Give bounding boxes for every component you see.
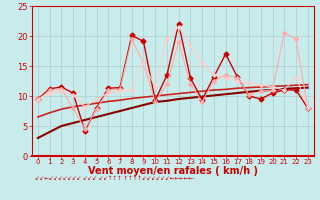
X-axis label: Vent moyen/en rafales ( km/h ): Vent moyen/en rafales ( km/h ) bbox=[88, 166, 258, 176]
Text: ↙↙←↙↙↙↙↙↙↙ ↙↙↙ ↙↙↑↑↑ ↑↑↑↑↙↙↙↙↙↙←←←←←-: ↙↙←↙↙↙↙↙↙↙ ↙↙↙ ↙↙↑↑↑ ↑↑↑↑↙↙↙↙↙↙←←←←←- bbox=[35, 176, 195, 181]
